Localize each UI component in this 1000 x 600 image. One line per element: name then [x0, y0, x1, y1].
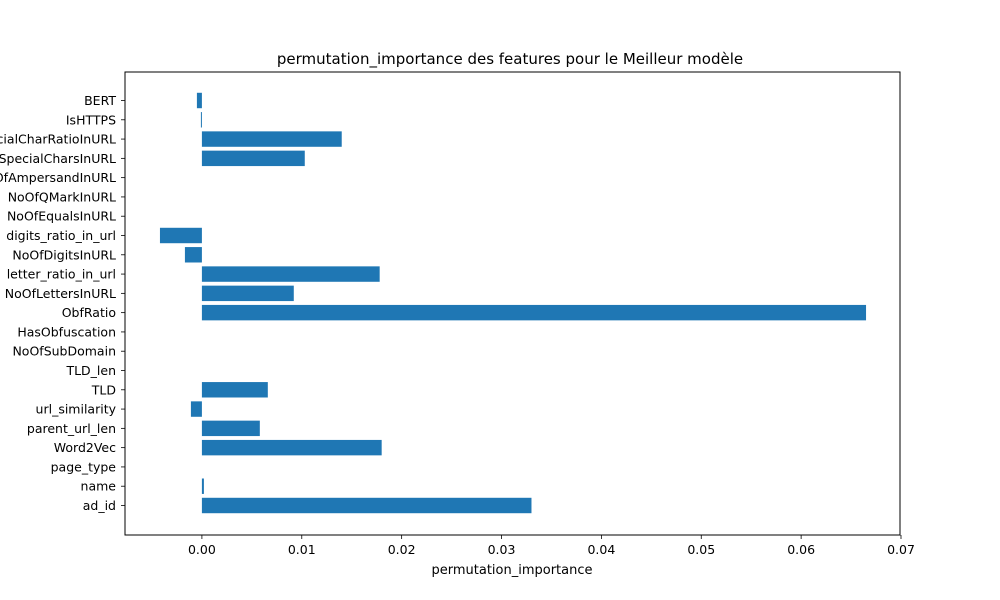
y-tick-label: digits_ratio_in_url	[6, 228, 116, 243]
y-tick-label: NoOfSubDomain	[12, 344, 116, 359]
y-tick-label: letter_ratio_in_url	[7, 267, 116, 282]
y-tick-label: NoOfOtherSpecialCharsInURL	[0, 151, 116, 166]
y-tick-label: HasObfuscation	[17, 324, 116, 339]
y-tick-label: TLD	[91, 382, 116, 397]
x-tick-label: 0.05	[687, 542, 715, 557]
x-tick-label: 0.03	[488, 542, 516, 557]
y-tick-label: ObfRatio	[62, 305, 116, 320]
y-tick-label: NoOfDigitsInURL	[12, 247, 116, 262]
y-tick-label: page_type	[51, 459, 117, 474]
y-tick-label: NoOfAmpersandInURL	[0, 170, 116, 185]
y-tick-label: Word2Vec	[54, 440, 116, 455]
bar-name	[201, 478, 204, 494]
chart-title: permutation_importance des features pour…	[277, 50, 743, 69]
bar-url-similarity	[190, 401, 202, 417]
y-tick-label: NoOfEqualsInURL	[7, 209, 116, 224]
y-tick-label: url_similarity	[36, 402, 117, 417]
x-tick-label: 0.00	[188, 542, 216, 557]
y-tick-label: parent_url_len	[27, 421, 116, 436]
bar-nooflettersinurl	[201, 285, 294, 302]
x-tick-label: 0.01	[288, 542, 316, 557]
y-tick-label: TLD_len	[65, 363, 116, 378]
y-ticks-group: BERT IsHTTPS SpacialCharRatioInURL NoOfOthe…	[0, 93, 125, 513]
y-tick-label: name	[81, 479, 117, 494]
x-tick-label: 0.04	[587, 542, 615, 557]
x-tick-label: 0.07	[887, 542, 915, 557]
y-tick-label: NoOfQMarkInURL	[8, 189, 116, 204]
bar-bert	[196, 92, 202, 109]
bar-word2vec	[201, 439, 382, 456]
bar-ad-id	[201, 497, 532, 514]
bar-spacialcharratioinurl	[201, 131, 342, 147]
plot-frame	[124, 71, 901, 536]
bar-letter-ratio-in-url	[201, 266, 380, 282]
y-tick-label: ad_id	[83, 498, 116, 513]
y-tick-label: NoOfLettersInURL	[5, 286, 116, 301]
bar-noofdigitsinurl	[184, 247, 202, 263]
y-tick-label: BERT	[84, 93, 116, 108]
bar-noofotherspecialcharsinurl	[201, 150, 305, 167]
bars-group	[159, 92, 867, 514]
bar-digits-ratio-in-url	[159, 227, 202, 244]
x-tick-label: 0.06	[787, 542, 815, 557]
y-tick-label: IsHTTPS	[66, 112, 116, 127]
bar-obfratio	[201, 304, 867, 321]
y-tick-label: SpacialCharRatioInURL	[0, 132, 116, 147]
x-axis-label: permutation_importance	[431, 563, 592, 578]
bar-tld	[201, 382, 268, 398]
bar-parent-url-len	[201, 420, 260, 437]
x-ticks-group: 0.00 0.01 0.02 0.03 0.04 0.05 0.06 0.07	[188, 535, 915, 557]
x-tick-label: 0.02	[388, 542, 416, 557]
bar-ishttps	[200, 112, 202, 128]
